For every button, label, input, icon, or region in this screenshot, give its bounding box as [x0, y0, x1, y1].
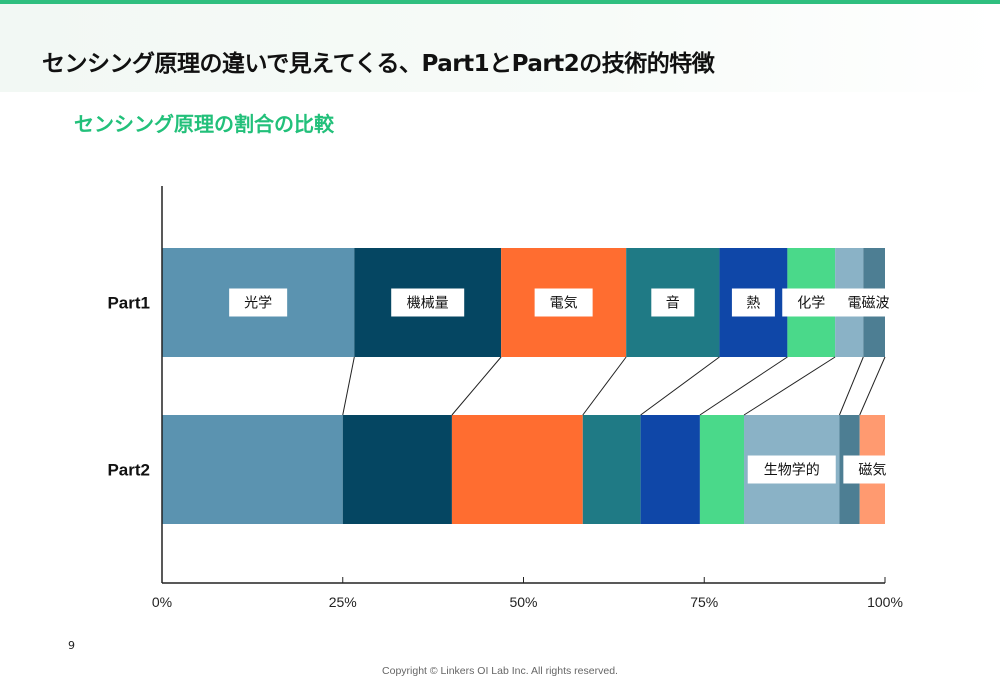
segment-label-化学: 化学: [797, 296, 825, 312]
segment-label-電気: 電気: [550, 296, 578, 312]
x-tick-label: 25%: [329, 594, 357, 610]
category-label-Part2: Part2: [107, 461, 150, 480]
connector-line: [859, 356, 886, 416]
x-tick-label: 100%: [867, 594, 903, 610]
x-tick-label: 0%: [152, 594, 172, 610]
bar-segment-Part2-熱: [640, 415, 700, 524]
segment-label-box: [229, 288, 288, 317]
x-tick-label: 75%: [690, 594, 718, 610]
connector-line: [838, 356, 864, 416]
connector-line: [451, 356, 502, 416]
segment-label-熱: 熱: [746, 296, 760, 312]
segment-label-box: [782, 288, 841, 317]
segment-label-音: 音: [666, 295, 680, 312]
connector-line: [342, 356, 355, 416]
connector-line: [582, 356, 627, 416]
segment-label-box: [391, 288, 465, 317]
segment-label-box: [747, 455, 836, 484]
segment-label-box: [651, 288, 695, 317]
page-title: センシング原理の違いで見えてくる、Part1とPart2の技術的特徴: [42, 51, 715, 77]
bar-segment-Part2-機械量: [342, 415, 452, 524]
bar-segment-Part2-光学: [162, 415, 343, 524]
page-number: 9: [68, 639, 75, 652]
top-accent-line: [0, 0, 1000, 4]
segment-label-box: [534, 288, 593, 317]
segment-label-box: [843, 455, 902, 484]
connector-line: [699, 356, 788, 416]
segment-label-box: [731, 288, 775, 317]
connector-line: [743, 356, 836, 416]
segment-label-機械量: 機械量: [407, 296, 449, 312]
category-label-Part1: Part1: [107, 294, 150, 313]
segment-label-光学: 光学: [244, 296, 272, 312]
chart-subtitle: センシング原理の割合の比較: [74, 112, 334, 136]
bar-segment-Part2-音: [582, 415, 641, 524]
header-band: [0, 4, 1000, 92]
bar-segment-Part2-化学: [699, 415, 745, 524]
segment-label-box: [832, 288, 905, 317]
segment-label-生物学的: 生物学的: [764, 463, 820, 479]
segment-label-電磁波: 電磁波: [848, 296, 890, 312]
segment-label-磁気: 磁気: [858, 463, 886, 479]
copyright: Copyright © Linkers OI Lab Inc. All righ…: [382, 665, 618, 677]
connector-line: [640, 356, 720, 416]
bar-segment-Part2-電気: [451, 415, 583, 524]
x-tick-label: 50%: [509, 594, 537, 610]
